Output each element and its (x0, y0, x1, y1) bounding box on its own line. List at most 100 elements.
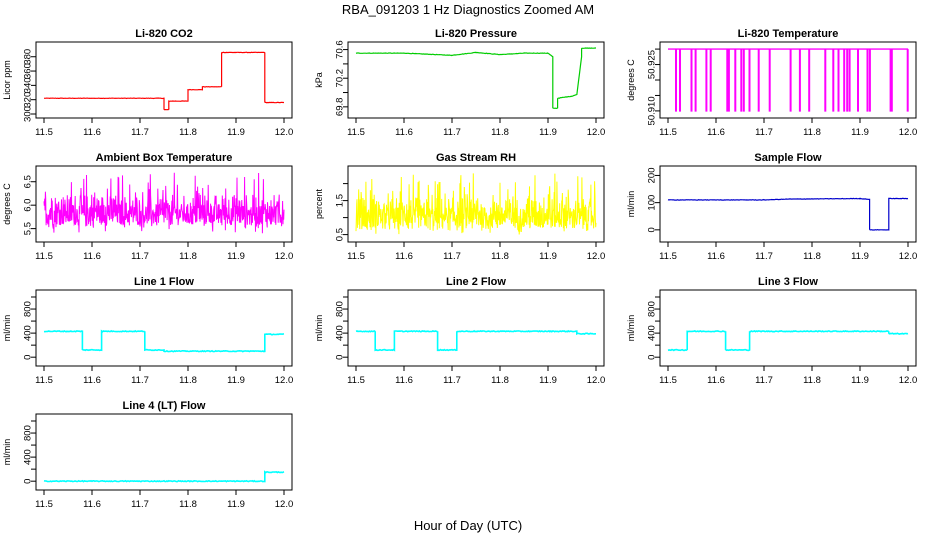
series-line (355, 329, 596, 352)
plot-frame (35, 413, 293, 491)
x-tick-label: 11.8 (491, 375, 509, 386)
y-tick-label: 300 (23, 106, 34, 122)
y-tick-label: 6.5 (23, 175, 34, 188)
x-tick-label: 11.5 (35, 375, 53, 386)
y-tick-label: 800 (23, 425, 34, 441)
panel-9: Line 3 Flow ml/min 11.5 11.6 11.7 11.8 11.9 12.… (626, 276, 917, 386)
y-tick-label: 400 (23, 325, 34, 341)
y-axis-label: degrees C (2, 183, 12, 225)
y-tick-label: 70.2 (335, 69, 346, 88)
x-tick-label: 11.9 (539, 251, 557, 262)
x-tick-label: 12.0 (899, 251, 918, 262)
panel-title: Line 3 Flow (758, 276, 818, 288)
x-tick-label: 12.0 (899, 127, 918, 138)
series-line (667, 329, 909, 352)
y-tick-label: 5.5 (23, 222, 34, 235)
y-tick-label: 0 (335, 355, 346, 360)
x-tick-label: 11.8 (179, 127, 197, 138)
x-tick-label: 11.7 (131, 251, 149, 262)
panel-8: Line 2 Flow ml/min 11.5 11.6 11.7 11.8 11.9 12.… (314, 276, 605, 386)
x-tick-label: 12.0 (587, 127, 606, 138)
plot-frame (35, 289, 293, 367)
series-line (43, 470, 285, 483)
series-line (355, 173, 597, 235)
x-tick-label: 11.8 (179, 375, 197, 386)
y-axis-label: ml/min (2, 439, 12, 466)
panel-10: Line 4 (LT) Flow ml/min 11.5 11.6 11.7 11.8 11… (2, 400, 293, 510)
x-tick-label: 11.6 (395, 251, 413, 262)
y-axis-label: kPa (314, 72, 324, 88)
series-line (667, 197, 909, 231)
series-line (355, 47, 596, 110)
y-tick-label: 0 (23, 479, 34, 484)
y-tick-label: 0 (647, 355, 658, 360)
y-tick-label: 360 (23, 63, 34, 79)
y-tick-label: 400 (23, 449, 34, 465)
x-tick-label: 12.0 (587, 251, 606, 262)
panel-4: Ambient Box Temperature degrees C 11.5 11.6… (2, 152, 293, 262)
y-axis-label: percent (314, 188, 324, 219)
series-line (43, 329, 285, 353)
x-tick-label: 11.8 (803, 127, 821, 138)
y-tick-label: 800 (335, 301, 346, 317)
y-tick-label: 0.5 (335, 228, 346, 241)
x-tick-label: 11.7 (755, 251, 773, 262)
plot-frame (347, 165, 605, 243)
panel-7: Line 1 Flow ml/min 11.5 11.6 11.7 11.8 11.9 12.… (2, 276, 293, 386)
y-tick-label: 50.910 (647, 96, 658, 125)
y-tick-label: 800 (647, 301, 658, 317)
x-tick-label: 11.6 (707, 127, 725, 138)
x-tick-label: 11.9 (227, 127, 245, 138)
y-tick-label: 6.0 (23, 199, 34, 212)
panel-title: Li-820 CO2 (135, 28, 192, 40)
x-tick-label: 11.8 (491, 251, 509, 262)
y-axis-label: ml/min (626, 315, 636, 342)
x-tick-label: 11.9 (227, 375, 245, 386)
y-tick-label: 400 (335, 325, 346, 341)
y-axis-label: ml/min (314, 315, 324, 342)
y-tick-label: 50.925 (647, 50, 658, 79)
x-tick-label: 11.9 (227, 499, 245, 510)
x-tick-label: 11.5 (35, 251, 53, 262)
plot-frame (659, 41, 917, 119)
x-tick-label: 11.6 (83, 499, 101, 510)
series-line (43, 172, 285, 234)
y-tick-label: 340 (23, 77, 34, 93)
x-tick-label: 12.0 (275, 375, 294, 386)
panel-title: Gas Stream RH (436, 152, 516, 164)
x-tick-label: 11.9 (539, 127, 557, 138)
y-axis-label: ml/min (626, 191, 636, 218)
x-tick-label: 11.8 (179, 499, 197, 510)
series-line (668, 48, 909, 112)
y-tick-label: 320 (23, 92, 34, 108)
panel-3: Li-820 Temperature degrees C 11.5 11.6 11.7 1… (626, 28, 917, 138)
x-tick-label: 11.6 (395, 375, 413, 386)
x-tick-label: 11.8 (179, 251, 197, 262)
plot-frame (659, 289, 917, 367)
y-tick-label: 400 (647, 325, 658, 341)
panels-group: Li-820 CO2 Licor ppm 11.5 11.6 11.7 11.8 11.9 1… (2, 28, 917, 510)
x-tick-label: 11.9 (851, 375, 869, 386)
x-tick-label: 11.7 (755, 127, 773, 138)
y-axis-label: Licor ppm (2, 60, 12, 100)
panel-title: Line 2 Flow (446, 276, 506, 288)
x-tick-label: 11.5 (347, 251, 365, 262)
y-tick-label: 800 (23, 301, 34, 317)
panel-6: Sample Flow ml/min 11.5 11.6 11.7 11.8 11.9 12.… (626, 152, 917, 262)
x-tick-label: 11.6 (83, 251, 101, 262)
x-tick-label: 11.5 (659, 127, 677, 138)
y-tick-label: 69.8 (335, 98, 346, 117)
panel-5: Gas Stream RH percent 11.5 11.6 11.7 11.8 11.9… (314, 152, 605, 262)
plot-frame (659, 165, 917, 243)
x-tick-label: 11.9 (227, 251, 245, 262)
panel-title: Ambient Box Temperature (96, 152, 233, 164)
x-tick-label: 11.5 (659, 251, 677, 262)
x-tick-label: 11.8 (491, 127, 509, 138)
x-tick-label: 12.0 (275, 499, 294, 510)
x-tick-label: 11.6 (83, 375, 101, 386)
x-tick-label: 11.5 (347, 375, 365, 386)
main-title: RBA_091203 1 Hz Diagnostics Zoomed AM (342, 2, 594, 17)
x-tick-label: 11.5 (659, 375, 677, 386)
